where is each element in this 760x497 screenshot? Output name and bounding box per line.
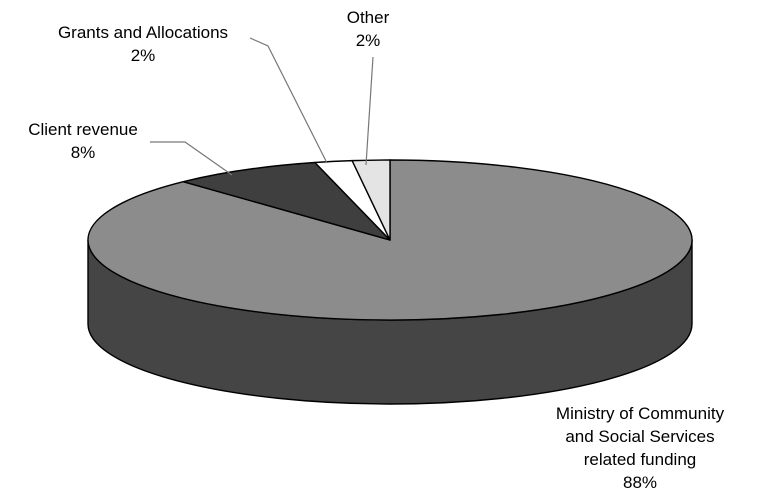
label-line: Client revenue (28, 120, 138, 139)
label-percent: 2% (356, 31, 381, 50)
label-percent: 2% (131, 46, 156, 65)
slice-labels: Ministry of Community and Social Services… (28, 8, 724, 492)
label-other: Other 2% (347, 8, 390, 50)
label-ministry: Ministry of Community and Social Services… (556, 404, 725, 492)
leader-line-client-revenue (150, 141, 233, 176)
label-line: Ministry of Community (556, 404, 725, 423)
label-percent: 8% (71, 143, 96, 162)
label-line: related funding (584, 450, 696, 469)
pie-top-face (87, 159, 693, 321)
slice-other (351, 159, 391, 241)
leader-line-other (365, 56, 374, 166)
leader-lines (150, 37, 374, 176)
label-line: Grants and Allocations (58, 23, 228, 42)
label-line: Other (347, 8, 390, 27)
leader-line-grants-allocations (249, 37, 328, 164)
label-grants-allocations: Grants and Allocations 2% (58, 23, 228, 65)
label-percent: 88% (623, 473, 657, 492)
label-client-revenue: Client revenue 8% (28, 120, 138, 162)
label-line: and Social Services (565, 427, 714, 446)
slice-client-revenue (182, 161, 391, 241)
